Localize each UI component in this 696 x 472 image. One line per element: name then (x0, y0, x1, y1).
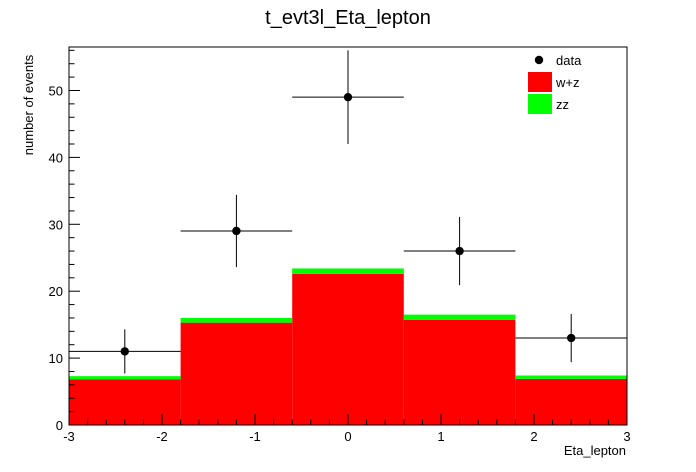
legend-swatch-1 (528, 72, 552, 92)
bar-zz-0 (69, 376, 181, 380)
legend-marker-0 (534, 55, 544, 65)
y-tick-label-5: 50 (49, 83, 63, 98)
bar-wz-4 (515, 378, 627, 425)
data-point-0 (69, 329, 181, 374)
x-tick-label-6: 3 (623, 429, 630, 444)
bar-wz-1 (180, 322, 293, 425)
data-point-2 (292, 50, 404, 145)
legend-label-0: data (556, 53, 582, 68)
x-tick-label-3: 0 (344, 429, 351, 444)
legend-entry-data: data (534, 53, 582, 68)
data-point-3 (403, 216, 516, 286)
bar-wz-3 (403, 319, 516, 425)
chart-title: t_evt3l_Eta_lepton (265, 7, 431, 29)
data-point-4 (515, 313, 627, 363)
x-tick-label-2: -1 (249, 429, 261, 444)
legend-swatch-2 (528, 94, 552, 114)
data-marker-3 (455, 246, 464, 256)
x-tick-label-1: -2 (156, 429, 168, 444)
data-marker-0 (120, 347, 129, 356)
y-tick-label-1: 10 (49, 351, 63, 366)
legend-entry-wz: w+z (528, 72, 579, 92)
x-tick-label-4: 1 (437, 429, 444, 444)
bar-wz-0 (69, 379, 181, 425)
bar-wz-2 (292, 273, 404, 425)
data-points (69, 50, 627, 374)
x-tick-label-0: -3 (63, 429, 75, 444)
data-marker-1 (232, 226, 241, 236)
y-axis-label: number of events (21, 54, 36, 155)
bar-zz-3 (403, 314, 516, 320)
data-point-1 (180, 194, 293, 268)
x-axis-ticks: -3 -2 -1 0 1 2 3 (63, 414, 631, 444)
data-marker-2 (343, 92, 353, 102)
legend-label-1: w+z (555, 75, 579, 90)
bar-zz-1 (180, 317, 293, 323)
y-tick-label-0: 0 (56, 418, 63, 433)
x-tick-label-5: 2 (530, 429, 537, 444)
data-marker-4 (567, 333, 576, 343)
y-tick-label-4: 40 (49, 150, 63, 165)
y-tick-label-2: 20 (49, 284, 63, 299)
stacked-histogram (69, 268, 627, 425)
legend-label-2: zz (556, 97, 569, 112)
x-axis-label: Eta_lepton (564, 443, 626, 458)
bar-zz-2 (292, 268, 404, 274)
y-axis-ticks: 0 10 20 30 40 50 (49, 49, 80, 433)
y-tick-label-3: 30 (49, 217, 63, 232)
bar-zz-4 (515, 375, 627, 379)
legend: data w+z zz (528, 53, 582, 114)
legend-entry-zz: zz (528, 94, 569, 114)
